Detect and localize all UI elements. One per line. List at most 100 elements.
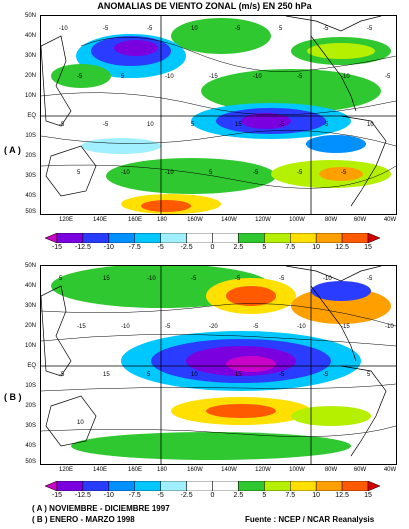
colorbar-swatch <box>264 481 291 491</box>
contour-label: 15 <box>103 372 110 378</box>
contour-label: -10 <box>323 276 332 282</box>
lon-label: 100W <box>289 467 305 473</box>
map-a-svg: -10 -5 -5 10 -5 5 -5 -5 -5 5 -10 -15 -10 -5 -10 -5 -5 -5 1… <box>40 15 397 214</box>
lat-label: 20N <box>24 323 36 329</box>
field-blob <box>206 404 276 418</box>
colorbar-swatch <box>212 233 239 243</box>
colorbar-swatch <box>56 233 84 243</box>
field-blob <box>291 406 371 426</box>
contour-label: -15 <box>341 324 350 330</box>
colorbar-tick-label: 15 <box>364 492 372 499</box>
lat-label: 20S <box>25 403 36 409</box>
colorbar-tick-label: -12.5 <box>74 244 91 251</box>
contour-label: 10 <box>77 420 84 426</box>
contour-label: -15 <box>209 74 218 80</box>
contour-label: -5 <box>147 26 153 32</box>
colorbar-swatch <box>186 481 213 491</box>
field-blob <box>226 356 276 372</box>
colorbar-tick-label: 7.5 <box>285 492 296 499</box>
field-blob <box>201 69 381 113</box>
colorbar-tick-label: -7.5 <box>128 244 141 251</box>
contour-label: -5 <box>235 276 241 282</box>
contour-label: -5 <box>323 26 329 32</box>
field-blob <box>291 288 391 324</box>
contour-label: 10 <box>147 122 154 128</box>
colorbar-tick-label: -7.5 <box>128 492 141 499</box>
lat-label: 20S <box>25 153 36 159</box>
colorbar-tick-label: -10 <box>103 244 114 251</box>
lat-label: 30N <box>24 303 36 309</box>
contour-label: -10 <box>253 74 262 80</box>
field-blob <box>51 64 111 88</box>
lat-label: 50S <box>25 209 36 215</box>
contour-label: -5 <box>279 122 285 128</box>
lat-label: 30S <box>25 423 36 429</box>
contour-label: -5 <box>191 276 197 282</box>
field-blob <box>241 113 291 129</box>
contour-label: -5 <box>385 74 391 80</box>
contour-label: 10 <box>367 122 374 128</box>
contour-label: -10 <box>385 324 394 330</box>
contour-label: -5 <box>323 122 329 128</box>
colorbar-swatch <box>264 233 291 243</box>
lat-label: 10N <box>24 343 36 349</box>
contour-label: -5 <box>103 26 109 32</box>
contour-label: -5 <box>367 276 373 282</box>
lat-label: 30S <box>25 173 36 179</box>
colorbar-swatch <box>134 481 161 491</box>
lat-label: 40S <box>25 193 36 199</box>
colorbar-swatch <box>341 233 369 243</box>
contour-label: 5 <box>121 74 125 80</box>
lat-label: 40N <box>24 283 36 289</box>
colorbar-swatch <box>290 481 317 491</box>
colorbar-swatch <box>367 481 380 491</box>
colorbar-tick-label: 12.5 <box>335 492 349 499</box>
field-blob <box>114 40 158 56</box>
lon-label: 60W <box>353 467 367 473</box>
colorbar-swatch <box>82 233 110 243</box>
lon-label: 160W <box>187 217 203 223</box>
colorbar-tick-label: -15 <box>51 244 63 251</box>
contour-label: -5 <box>341 170 347 176</box>
colorbar-tick-label: -5 <box>157 244 164 251</box>
colorbar-swatch <box>315 481 343 491</box>
contour-label: -10 <box>165 170 174 176</box>
colorbar-tick-label: 0 <box>210 492 215 499</box>
map-b-svg: 5 15 -10 -5 -5 -5 -10 -5 -15 -10 -5 -20 -5 -10 -15 -10 -… <box>40 264 397 464</box>
colorbar-swatch <box>108 233 135 243</box>
colorbar-swatch <box>160 233 187 243</box>
lon-label: 40W <box>383 467 397 473</box>
colorbar-tick-label: -2.5 <box>180 244 193 251</box>
lon-label: 40W <box>383 217 397 223</box>
field-blob <box>71 432 351 460</box>
lon-label: 140E <box>92 217 107 223</box>
colorbar-tick-label: -10 <box>103 492 114 499</box>
colorbar-swatch <box>45 233 58 243</box>
contour-label: -10 <box>121 324 130 330</box>
contour-label: 5 <box>147 372 151 378</box>
lon-label: 140W <box>221 217 237 223</box>
lon-label: 140W <box>221 467 237 473</box>
lon-label: 80W <box>324 217 338 223</box>
contour-label: -5 <box>165 324 171 330</box>
lon-label: 120W <box>255 467 271 473</box>
contour-label: -10 <box>165 74 174 80</box>
colorbar-swatch <box>238 233 265 243</box>
contour-label: 10 <box>191 26 198 32</box>
contour-label: -10 <box>59 26 68 32</box>
lat-label: 10S <box>25 383 36 389</box>
contour-label: -10 <box>341 74 350 80</box>
field-blob <box>307 43 375 59</box>
lon-label: 80W <box>324 467 338 473</box>
lat-label: 40S <box>25 443 36 449</box>
contour-label: -20 <box>209 324 218 330</box>
contour-label: -15 <box>77 324 86 330</box>
colorbar-swatch <box>56 481 84 491</box>
colorbar-tick-label: -2.5 <box>180 492 193 499</box>
colorbar-swatch <box>367 233 380 243</box>
lon-label: 100W <box>289 217 305 223</box>
field-blob <box>81 138 161 154</box>
lat-label: 50N <box>24 263 36 269</box>
lon-label: 160E <box>127 467 142 473</box>
footer-period-a: ( A ) NOVIEMBRE - DICIEMBRE 1997 <box>32 504 170 513</box>
